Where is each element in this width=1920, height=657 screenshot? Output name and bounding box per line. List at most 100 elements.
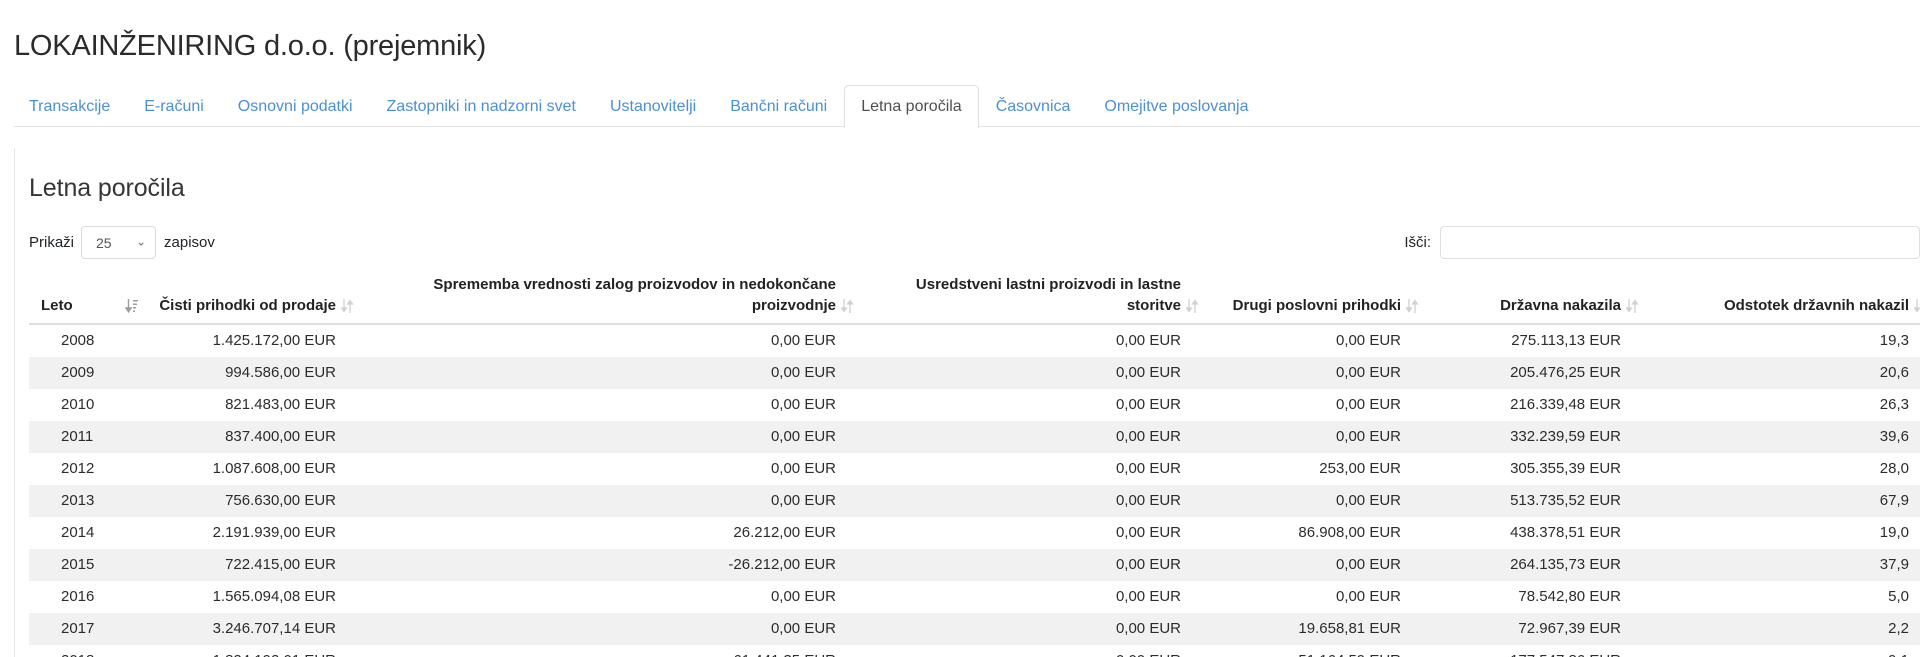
table-cell: 0,00 EUR xyxy=(1335,428,1401,446)
table-cell: 0,00 EUR xyxy=(1115,364,1181,382)
table-cell: 1.824.192,01 EUR xyxy=(147,645,362,657)
table-cell: 0,00 EUR xyxy=(1335,396,1401,414)
table-cell: 275.113,13 EUR xyxy=(1511,332,1621,350)
table-cell: 0,00 EUR xyxy=(770,396,836,414)
table-cell: 264.135,73 EUR xyxy=(1510,556,1621,574)
table-cell: 2016 xyxy=(61,588,95,606)
table-cell: 0,00 EUR xyxy=(770,428,836,446)
table-cell: 821.483,00 EUR xyxy=(225,396,336,414)
table-cell: 0,00 EUR xyxy=(770,588,836,606)
table-cell: 0,00 EUR xyxy=(770,332,836,350)
sort-both-icon xyxy=(1185,299,1199,314)
sort-both-icon xyxy=(1405,299,1419,314)
table-cell: 0,00 EUR xyxy=(1335,556,1401,574)
table-cell: 28,0 xyxy=(1879,460,1909,478)
table-cell: 2011 xyxy=(61,428,94,446)
table-cell: 438.378,51 EUR xyxy=(1510,524,1621,542)
table-cell: 0,00 EUR xyxy=(1115,428,1181,446)
table-row[interactable]: 2009 994.586,00 EUR 0,00 EUR 0,00 EUR 0,00 E… xyxy=(29,357,1920,390)
table-cell: -26.212,00 EUR xyxy=(728,556,836,574)
table-cell: 2015 xyxy=(61,556,95,574)
table-row[interactable]: 2015 722.415,00 EUR -26.212,00 EUR 0,00 EUR… xyxy=(29,549,1920,582)
table-cell: 9,1 xyxy=(1647,645,1920,657)
table-cell: 0,00 EUR xyxy=(1115,556,1181,574)
table-cell: 0,00 EUR xyxy=(770,364,836,382)
table-row[interactable]: 2013 756.630,00 EUR 0,00 EUR 0,00 EUR 0,00 E… xyxy=(29,485,1920,518)
table-cell: 39,6 xyxy=(1879,428,1909,446)
column-header-3[interactable]: Usredstveni lastni proizvodi in lastne s… xyxy=(862,268,1207,326)
table-row[interactable]: 2011 837.400,00 EUR 0,00 EUR 0,00 EUR 0,00 E… xyxy=(29,421,1920,454)
table-row[interactable]: 2010 821.483,00 EUR 0,00 EUR 0,00 EUR 0,00 E… xyxy=(29,389,1920,422)
table-cell: 19.658,81 EUR xyxy=(1298,620,1401,638)
table-cell: 0,00 EUR xyxy=(862,645,1207,657)
table-cell: 86.908,00 EUR xyxy=(1298,524,1401,542)
table-cell: 20,6 xyxy=(1879,364,1909,382)
table-row[interactable]: 2017 3.246.707,14 EUR 0,00 EUR 0,00 EUR 19.6… xyxy=(29,613,1920,646)
table-cell: 67,9 xyxy=(1879,492,1909,510)
tab-zastopniki-in-nadzorni-svet[interactable]: Zastopniki in nadzorni svet xyxy=(386,97,576,115)
tab-asovnica[interactable]: Časovnica xyxy=(995,97,1071,115)
table-cell: 2017 xyxy=(61,620,95,638)
page-length-select[interactable]: 25 ⌄ xyxy=(81,226,157,260)
table-cell: 19,3 xyxy=(1879,332,1909,350)
table-cell: 305.355,39 EUR xyxy=(1510,460,1621,478)
column-header-5[interactable]: Državna nakazila xyxy=(1427,268,1647,326)
tab-ustanovitelji[interactable]: Ustanovitelji xyxy=(609,97,697,115)
column-header-2[interactable]: Sprememba vrednosti zalog proizvodov in … xyxy=(362,268,862,326)
column-header-label: Odstotek državnih nakazil xyxy=(1723,297,1909,315)
tab-osnovni-podatki[interactable]: Osnovni podatki xyxy=(237,97,353,115)
content-panel: Letna poročila Prikaži 25 ⌄ zapisov Išči… xyxy=(14,147,1920,657)
table-cell: 722.415,00 EUR xyxy=(225,556,336,574)
table-cell: 837.400,00 EUR xyxy=(225,428,336,446)
table-cell: 0,00 EUR xyxy=(1335,364,1401,382)
search-input[interactable] xyxy=(1440,226,1920,260)
table-row[interactable]: 2012 1.087.608,00 EUR 0,00 EUR 0,00 EUR 253,… xyxy=(29,453,1920,486)
table-cell: 0,00 EUR xyxy=(1115,460,1181,478)
sort-both-icon xyxy=(1625,299,1639,314)
table-cell: 0,00 EUR xyxy=(1335,492,1401,510)
column-header-6[interactable]: Odstotek državnih nakazil xyxy=(1647,268,1920,326)
table-cell: 2.191.939,00 EUR xyxy=(212,524,336,542)
table-cell: 2009 xyxy=(61,364,95,382)
table-cell: 177.547,86 EUR xyxy=(1427,645,1647,657)
tab-omejitve-poslovanja[interactable]: Omejitve poslovanja xyxy=(1104,97,1249,115)
tab-e-ra-uni[interactable]: E-računi xyxy=(144,97,204,115)
tab-bar: Transakcije E-računi Osnovni podatki Zastop… xyxy=(0,84,1920,128)
tab-ban-ni-ra-uni[interactable]: Bančni računi xyxy=(730,97,828,115)
table-row[interactable]: 2016 1.565.094,08 EUR 0,00 EUR 0,00 EUR 0,00… xyxy=(29,581,1920,614)
tab-transakcije[interactable]: Transakcije xyxy=(29,97,111,115)
table-cell: 19,0 xyxy=(1879,524,1909,542)
table-controls: Prikaži 25 ⌄ zapisov Išči: xyxy=(15,224,1920,268)
sort-ascending-icon xyxy=(125,299,138,314)
page-length-value: 25 xyxy=(96,234,112,251)
table-row[interactable]: 2008 1.425.172,00 EUR 0,00 EUR 0,00 EUR 0,00… xyxy=(29,324,1920,358)
tab-letna-poro-ila[interactable]: Letna poročila xyxy=(844,84,979,128)
table-cell: 0,00 EUR xyxy=(1335,332,1401,350)
table-cell: 332.239,59 EUR xyxy=(1510,428,1621,446)
table-cell: 2008 xyxy=(61,332,95,350)
annual-reports-table-wrap: Leto Čisti prihodki od prodaje Sprememba v… xyxy=(29,268,1920,657)
section-title: Letna poročila xyxy=(29,173,185,202)
table-cell: 994.586,00 EUR xyxy=(225,364,336,382)
column-header-4[interactable]: Drugi poslovni prihodki xyxy=(1207,268,1427,326)
table-cell: 756.630,00 EUR xyxy=(225,492,336,510)
table-cell: 3.246.707,14 EUR xyxy=(212,620,336,638)
column-header-label: Sprememba vrednosti zalog proizvodov in … xyxy=(433,276,836,315)
chevron-down-icon: ⌄ xyxy=(135,234,147,249)
page-length-control: Prikaži 25 ⌄ zapisov xyxy=(29,226,215,260)
column-header-label: Leto xyxy=(41,297,73,315)
search-control: Išči: xyxy=(1404,226,1920,260)
page-title: LOKAINŽENIRING d.o.o. (prejemnik) xyxy=(14,30,487,63)
column-header-0[interactable]: Leto xyxy=(29,268,147,326)
column-header-1[interactable]: Čisti prihodki od prodaje xyxy=(147,268,362,326)
search-label: Išči: xyxy=(1404,234,1431,252)
table-row[interactable]: 2014 2.191.939,00 EUR 26.212,00 EUR 0,00 EU… xyxy=(29,517,1920,550)
table-head: Leto Čisti prihodki od prodaje Sprememba v… xyxy=(29,268,1920,326)
table-cell: 0,00 EUR xyxy=(770,460,836,478)
table-cell: 78.542,80 EUR xyxy=(1518,588,1621,606)
page-root: LOKAINŽENIRING d.o.o. (prejemnik) Transa… xyxy=(0,19,1920,657)
table-cell: 0,00 EUR xyxy=(1115,588,1181,606)
table-cell: 2,2 xyxy=(1888,620,1909,638)
sort-both-icon xyxy=(840,299,854,314)
